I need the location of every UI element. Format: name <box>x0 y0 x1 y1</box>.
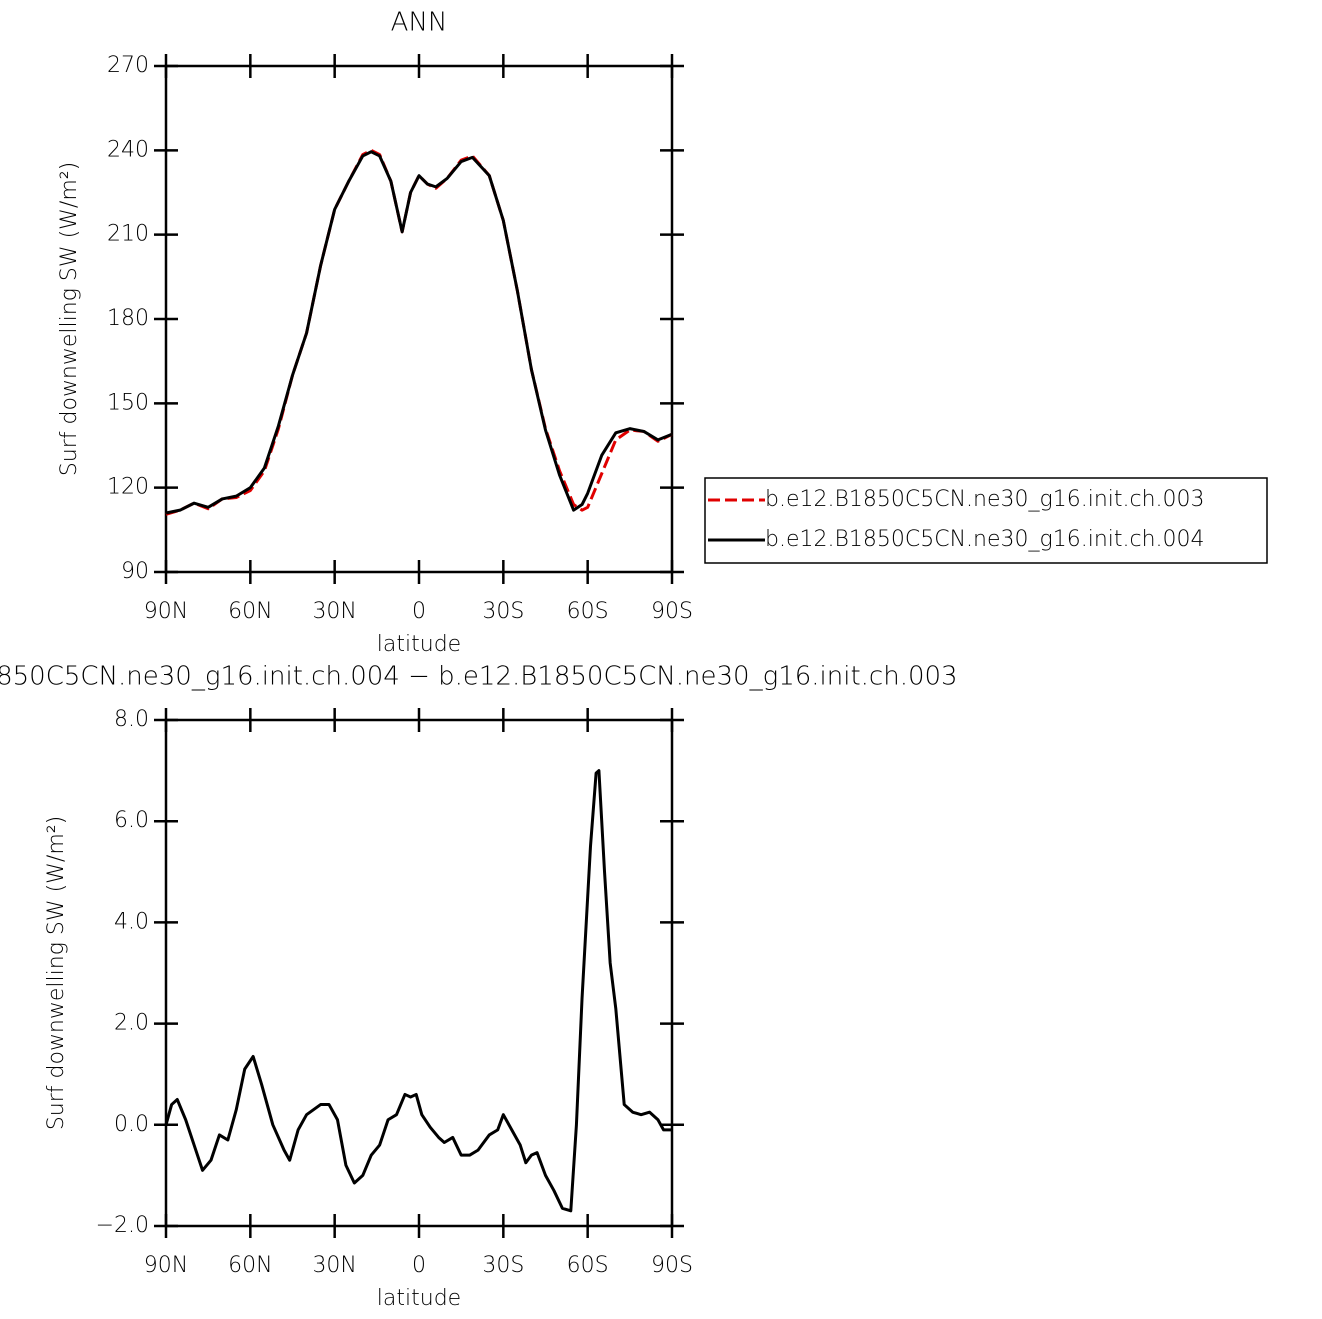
x-tick-label: 90N <box>144 1253 188 1278</box>
plot-frame <box>164 718 674 1228</box>
x-tick-label: 30S <box>482 599 524 624</box>
y-tick-label: 180 <box>107 306 149 331</box>
x-tick-label: 30S <box>482 1253 524 1278</box>
y-tick-label: 2.0 <box>114 1011 149 1036</box>
y-tick-label: 0.0 <box>114 1112 149 1137</box>
y-tick-label: 90 <box>121 559 149 584</box>
y-tick-label: −2.0 <box>96 1213 149 1238</box>
y-tick-label: 240 <box>107 137 149 162</box>
x-tick-label: 60S <box>567 599 609 624</box>
x-tick-label: 90N <box>144 599 188 624</box>
x-tick-label: 0 <box>412 1253 426 1278</box>
plot-frame <box>164 64 674 574</box>
y-axis-label: Surf downwelling SW (W/m²) <box>44 816 69 1130</box>
y-tick-label: 270 <box>107 53 149 78</box>
y-tick-label: 4.0 <box>114 909 149 934</box>
data-line <box>165 148 673 516</box>
x-tick-label: 30N <box>312 599 356 624</box>
x-tick-label: 90S <box>651 1253 693 1278</box>
y-tick-label: 120 <box>107 475 149 500</box>
x-tick-label: 0 <box>412 599 426 624</box>
x-tick-label: 60N <box>228 599 272 624</box>
data-line <box>165 150 673 515</box>
x-tick-label: 90S <box>651 599 693 624</box>
chart-title: b.e12.B1850C5CN.ne30_g16.init.ch.004 − b… <box>0 662 958 692</box>
legend-box <box>704 477 1268 564</box>
y-tick-label: 6.0 <box>114 808 149 833</box>
y-tick-label: 8.0 <box>114 707 149 732</box>
data-line <box>164 769 672 1213</box>
x-tick-label: 30N <box>312 1253 356 1278</box>
x-tick-label: 60S <box>567 1253 609 1278</box>
y-tick-label: 210 <box>107 222 149 247</box>
x-tick-label: 60N <box>228 1253 272 1278</box>
x-axis-label: latitude <box>377 632 461 657</box>
y-axis-label: Surf downwelling SW (W/m²) <box>57 162 82 476</box>
x-axis-label: latitude <box>377 1286 461 1311</box>
legend-label: b.e12.B1850C5CN.ne30_g16.init.ch.003 <box>765 487 1205 512</box>
legend-label: b.e12.B1850C5CN.ne30_g16.init.ch.004 <box>765 527 1205 552</box>
chart-title: ANN <box>391 8 448 38</box>
y-tick-label: 150 <box>107 390 149 415</box>
